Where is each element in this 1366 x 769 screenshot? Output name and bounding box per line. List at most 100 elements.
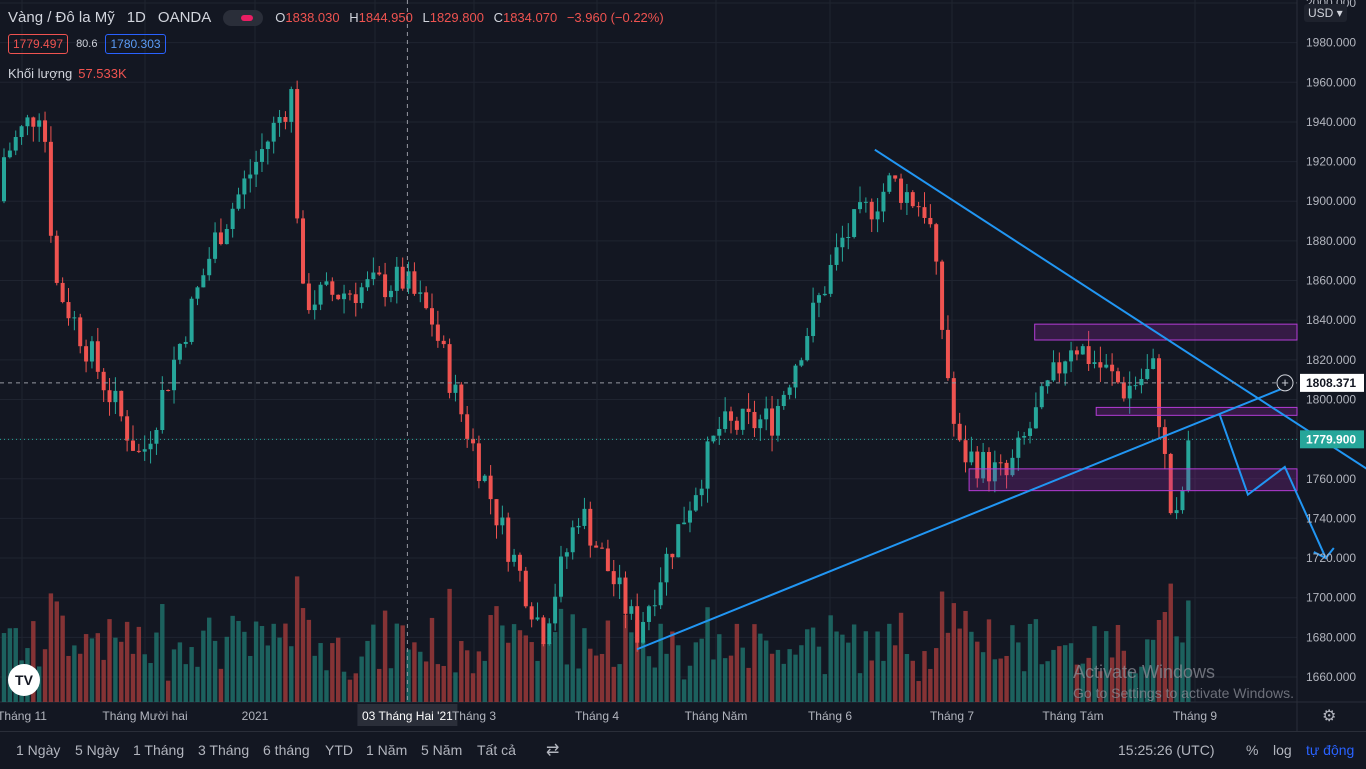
candle-body	[471, 438, 476, 444]
x-tick-label: Tháng 3	[452, 709, 496, 723]
gear-icon[interactable]: ⚙	[1322, 708, 1337, 725]
candle-body	[424, 292, 429, 309]
candle-body	[969, 451, 974, 463]
volume-bar	[822, 674, 828, 702]
range-5y[interactable]: 5 Năm	[421, 742, 463, 758]
visibility-toggle-icon[interactable]	[223, 9, 264, 26]
candle	[330, 277, 335, 302]
candle	[998, 454, 1003, 476]
candle-body	[172, 359, 177, 391]
candle	[166, 389, 171, 392]
candle	[2, 148, 6, 204]
candle-body	[1180, 490, 1185, 511]
candle	[500, 505, 505, 535]
clock[interactable]: 15:25:26 (UTC)	[1118, 742, 1215, 758]
candle	[1157, 354, 1162, 439]
candle-body	[658, 582, 663, 606]
log-scale-toggle[interactable]: log	[1273, 742, 1292, 758]
candle	[224, 224, 229, 245]
volume-bar	[1063, 645, 1068, 702]
interval-label[interactable]: 1D	[126, 9, 146, 26]
time-axis: Tháng 11 Tháng Mười hai 2021 03 Tháng Hai '…	[0, 704, 1217, 726]
candle-body	[1162, 427, 1167, 454]
range-3m[interactable]: 3 Tháng	[198, 742, 250, 758]
symbol-name[interactable]: Vàng / Đô la Mỹ	[8, 9, 115, 26]
range-1m[interactable]: 1 Tháng	[133, 742, 185, 758]
candle-body	[283, 117, 288, 122]
candle	[160, 376, 165, 434]
percent-scale-toggle[interactable]: %	[1246, 742, 1259, 758]
range-6m[interactable]: 6 tháng	[263, 742, 310, 758]
volume-bar	[922, 651, 927, 702]
candle-body	[119, 390, 124, 417]
candle-body	[951, 378, 956, 424]
candle	[629, 599, 634, 620]
candle	[852, 209, 857, 239]
candle	[259, 133, 264, 173]
volume-bar	[635, 620, 640, 702]
candle-body	[1110, 364, 1115, 372]
range-5d[interactable]: 5 Ngày	[75, 742, 120, 758]
volume-bar	[629, 632, 634, 702]
candle	[541, 615, 546, 647]
currency-select[interactable]: USD ▾	[1304, 4, 1347, 22]
y-tick-label: 1800.000	[1306, 392, 1356, 406]
candle-body	[541, 617, 546, 645]
volume-bar	[318, 643, 323, 702]
candle	[764, 396, 769, 431]
x-tick-label: 03 Tháng Hai '21	[362, 709, 453, 723]
date-range-icon[interactable]: ⇄	[546, 742, 560, 759]
candle-body	[846, 236, 851, 238]
volume-bar	[951, 603, 957, 702]
volume-bar	[576, 668, 581, 702]
volume-bar	[846, 642, 851, 702]
tradingview-logo[interactable]: TV	[8, 664, 40, 696]
candle	[529, 602, 534, 628]
candle-body	[1045, 380, 1050, 387]
candle	[717, 416, 722, 445]
volume-bars	[1, 576, 1191, 702]
candle	[1162, 419, 1167, 470]
sell-button[interactable]: 1779.497	[8, 34, 69, 54]
volume-bar	[670, 631, 675, 702]
candle	[353, 282, 358, 317]
volume-bar	[312, 655, 317, 702]
zone-rect	[1095, 406, 1298, 416]
candle-body	[1168, 453, 1173, 514]
range-ytd[interactable]: YTD	[325, 742, 353, 758]
volume-bar	[781, 663, 786, 702]
candle-body	[465, 414, 470, 439]
volume-bar	[992, 659, 998, 702]
auto-scale-toggle[interactable]: tự động	[1306, 742, 1355, 758]
volume-bar	[124, 621, 130, 702]
volume-bar	[998, 658, 1003, 702]
candle-body	[89, 341, 94, 362]
candle	[611, 559, 616, 597]
volume-bar	[177, 642, 183, 702]
range-all[interactable]: Tất cả	[477, 742, 516, 758]
volume-bar	[294, 576, 300, 702]
range-1d[interactable]: 1 Ngày	[16, 742, 61, 758]
candle	[394, 256, 399, 304]
range-1y[interactable]: 1 Năm	[366, 742, 408, 758]
candle	[218, 218, 223, 246]
candle	[975, 446, 980, 488]
candle	[248, 159, 253, 193]
candle	[588, 501, 593, 558]
candle-body	[453, 384, 458, 393]
candle	[910, 190, 915, 209]
candle-body	[857, 202, 862, 210]
candle	[465, 405, 470, 448]
crosshair-price-label: 1808.371	[1306, 376, 1356, 390]
candle	[770, 395, 775, 452]
volume-bar	[711, 659, 716, 702]
candle	[236, 187, 241, 211]
candle-body	[482, 475, 487, 482]
volume-bar	[1, 633, 7, 702]
buy-button[interactable]: 1780.303	[105, 34, 166, 54]
candle	[136, 443, 141, 454]
candle-body	[1157, 358, 1162, 428]
candle-body	[365, 279, 370, 288]
candle-body	[72, 317, 77, 319]
